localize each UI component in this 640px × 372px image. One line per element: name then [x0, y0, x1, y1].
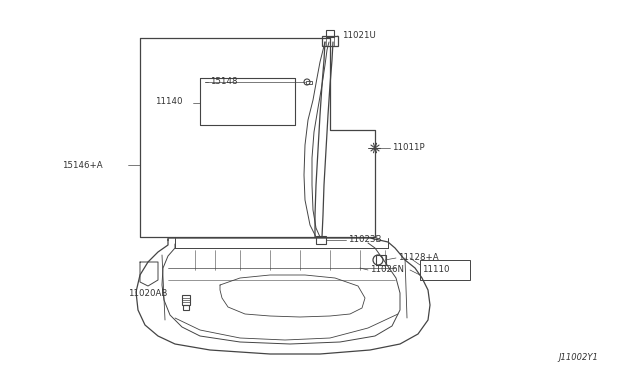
Text: 11128+A: 11128+A [398, 253, 438, 262]
Text: 11140: 11140 [155, 97, 182, 106]
Text: 11026N: 11026N [370, 264, 404, 273]
Bar [182, 295, 190, 305]
Bar [322, 36, 338, 46]
Bar [306, 81, 312, 84]
Text: 11020AB: 11020AB [128, 289, 168, 298]
Text: J11002Y1: J11002Y1 [558, 353, 598, 362]
Text: 11110: 11110 [422, 264, 449, 273]
Text: 15148: 15148 [210, 77, 237, 86]
Text: 11011P: 11011P [392, 142, 424, 151]
Bar [420, 260, 470, 280]
Bar [376, 255, 386, 265]
Bar [183, 305, 189, 310]
Text: 11021U: 11021U [342, 31, 376, 39]
Text: 15146+A: 15146+A [62, 160, 102, 170]
Text: 11023B: 11023B [348, 234, 381, 244]
Bar [316, 236, 326, 244]
Bar [326, 30, 334, 37]
